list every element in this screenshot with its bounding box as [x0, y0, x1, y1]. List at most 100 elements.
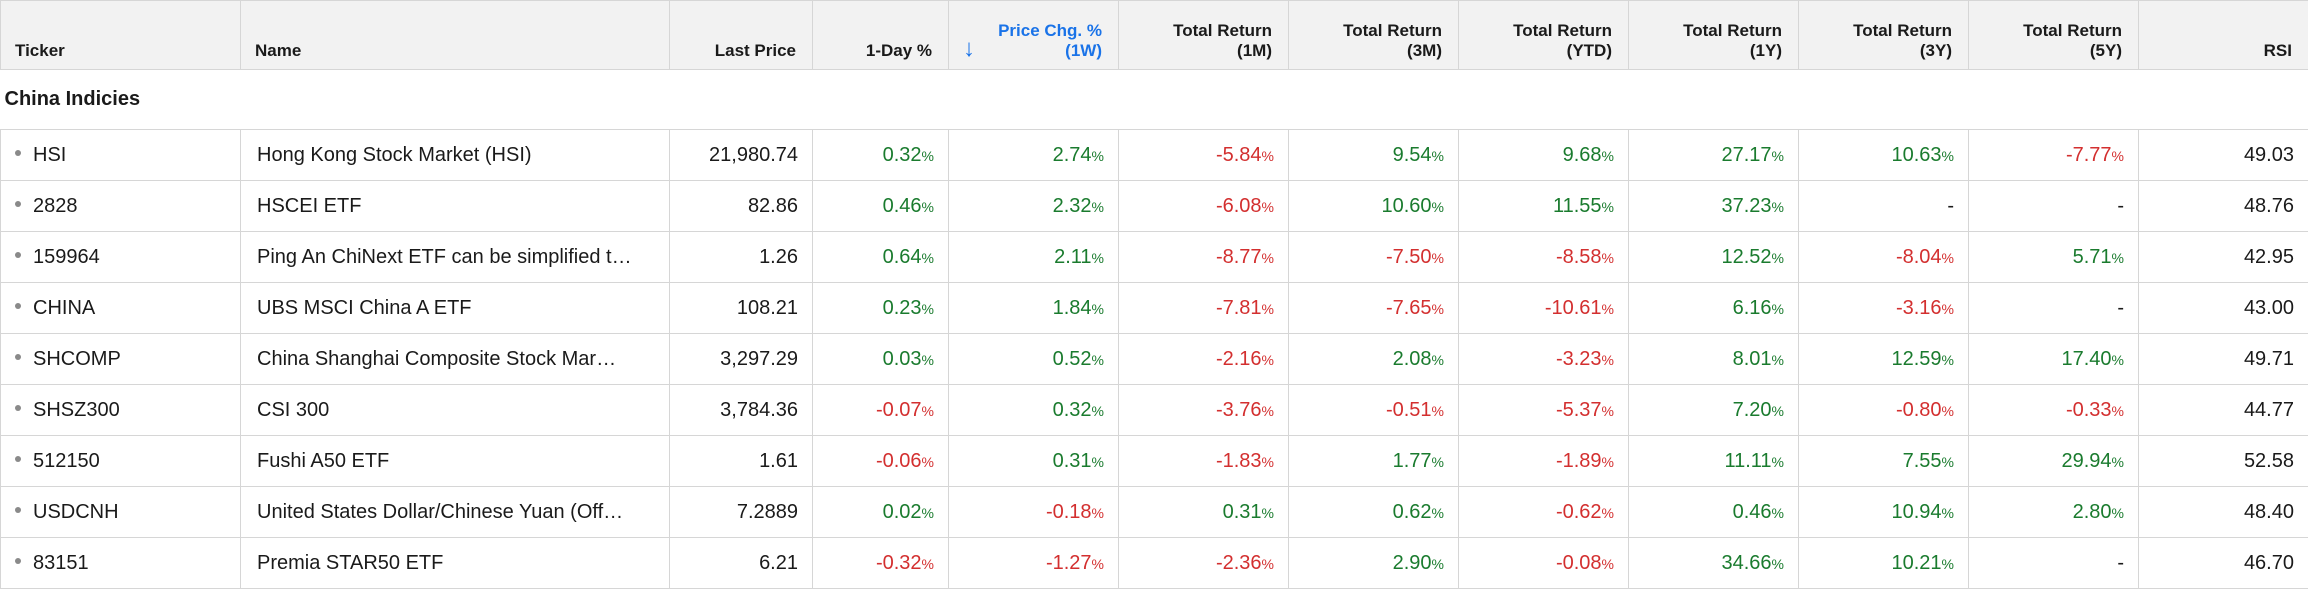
ticker-cell[interactable]: CHINA: [1, 283, 241, 334]
y5-cell: 5.71%: [1969, 232, 2139, 283]
ticker-cell[interactable]: 2828: [1, 181, 241, 232]
column-header-3y[interactable]: Total Return(3Y): [1799, 1, 1969, 70]
rsi-cell: 49.03: [2139, 130, 2308, 181]
column-header-1y[interactable]: Total Return(1Y): [1629, 1, 1799, 70]
name-cell[interactable]: Ping An ChiNext ETF can be simplified t…: [241, 232, 670, 283]
column-header-label: Total Return: [1983, 21, 2122, 41]
y1-cell: 0.46%: [1629, 487, 1799, 538]
column-header-last-price[interactable]: Last Price: [670, 1, 813, 70]
m1-cell: -3.76%: [1119, 385, 1289, 436]
name-cell[interactable]: Hong Kong Stock Market (HSI): [241, 130, 670, 181]
w1-cell: 2.32%: [949, 181, 1119, 232]
m3-cell: -7.50%: [1289, 232, 1459, 283]
column-header-name[interactable]: Name: [241, 1, 670, 70]
column-header-ticker[interactable]: Ticker: [1, 1, 241, 70]
bullet-icon: [15, 507, 21, 513]
rsi-cell: 52.58: [2139, 436, 2308, 487]
y1-cell: 27.17%: [1629, 130, 1799, 181]
ticker-symbol[interactable]: SHCOMP: [33, 348, 121, 370]
name-cell[interactable]: HSCEI ETF: [241, 181, 670, 232]
column-header-sublabel: (YTD): [1473, 41, 1612, 61]
column-header-label: Total Return: [1303, 21, 1442, 41]
y1-cell: 6.16%: [1629, 283, 1799, 334]
sort-descending-icon[interactable]: ↓: [963, 37, 975, 61]
ticker-symbol[interactable]: 512150: [33, 450, 100, 472]
column-header-label: 1-Day %: [827, 41, 932, 61]
y3-cell: -: [1799, 181, 1969, 232]
column-header-label: Last Price: [684, 41, 796, 61]
m3-cell: 1.77%: [1289, 436, 1459, 487]
column-header-3m[interactable]: Total Return(3M): [1289, 1, 1459, 70]
m1-cell: -2.16%: [1119, 334, 1289, 385]
column-header-sublabel: (1M): [1133, 41, 1272, 61]
column-header-ytd[interactable]: Total Return(YTD): [1459, 1, 1629, 70]
w1-cell: 1.84%: [949, 283, 1119, 334]
section-title: China Indicies: [1, 70, 2308, 130]
ytd-cell: -1.89%: [1459, 436, 1629, 487]
ticker-symbol[interactable]: 159964: [33, 246, 100, 268]
y3-cell: 12.59%: [1799, 334, 1969, 385]
column-header-1m[interactable]: Total Return(1M): [1119, 1, 1289, 70]
rsi-cell: 48.40: [2139, 487, 2308, 538]
m1-cell: -8.77%: [1119, 232, 1289, 283]
y3-cell: -0.80%: [1799, 385, 1969, 436]
last-price-cell: 82.86: [670, 181, 813, 232]
column-header-1-day[interactable]: 1-Day %: [813, 1, 949, 70]
column-header-rsi[interactable]: RSI: [2139, 1, 2308, 70]
day-cell: 0.02%: [813, 487, 949, 538]
name-cell[interactable]: CSI 300: [241, 385, 670, 436]
m3-cell: 2.90%: [1289, 538, 1459, 589]
ticker-cell[interactable]: 83151: [1, 538, 241, 589]
ticker-symbol[interactable]: HSI: [33, 144, 66, 166]
column-header-sublabel: (3M): [1303, 41, 1442, 61]
ticker-cell[interactable]: SHSZ300: [1, 385, 241, 436]
y5-cell: -0.33%: [1969, 385, 2139, 436]
m3-cell: -7.65%: [1289, 283, 1459, 334]
bullet-icon: [15, 303, 21, 309]
column-header-label: Price Chg. %: [998, 21, 1102, 41]
day-cell: 0.64%: [813, 232, 949, 283]
table-row[interactable]: USDCNH United States Dollar/Chinese Yuan …: [1, 487, 2308, 538]
ticker-cell[interactable]: 512150: [1, 436, 241, 487]
bullet-icon: [15, 456, 21, 462]
ticker-cell[interactable]: HSI: [1, 130, 241, 181]
w1-cell: 0.52%: [949, 334, 1119, 385]
column-header-1w[interactable]: ↓ Price Chg. %(1W): [949, 1, 1119, 70]
day-cell: 0.32%: [813, 130, 949, 181]
ticker-symbol[interactable]: USDCNH: [33, 501, 119, 523]
table-row[interactable]: 159964 Ping An ChiNext ETF can be simplif…: [1, 232, 2308, 283]
name-cell[interactable]: UBS MSCI China A ETF: [241, 283, 670, 334]
m1-cell: -5.84%: [1119, 130, 1289, 181]
ticker-cell[interactable]: USDCNH: [1, 487, 241, 538]
name-cell[interactable]: Premia STAR50 ETF: [241, 538, 670, 589]
ticker-symbol[interactable]: 83151: [33, 552, 89, 574]
ticker-cell[interactable]: 159964: [1, 232, 241, 283]
rsi-cell: 42.95: [2139, 232, 2308, 283]
day-cell: 0.03%: [813, 334, 949, 385]
column-header-5y[interactable]: Total Return(5Y): [1969, 1, 2139, 70]
table-row[interactable]: SHCOMP China Shanghai Composite Stock Mar…: [1, 334, 2308, 385]
ticker-symbol[interactable]: CHINA: [33, 297, 95, 319]
y3-cell: 7.55%: [1799, 436, 1969, 487]
day-cell: -0.06%: [813, 436, 949, 487]
day-cell: 0.46%: [813, 181, 949, 232]
rsi-cell: 43.00: [2139, 283, 2308, 334]
m1-cell: 0.31%: [1119, 487, 1289, 538]
m3-cell: 2.08%: [1289, 334, 1459, 385]
name-cell[interactable]: United States Dollar/Chinese Yuan (Off…: [241, 487, 670, 538]
column-header-sublabel: (1W): [998, 41, 1102, 61]
ticker-cell[interactable]: SHCOMP: [1, 334, 241, 385]
m1-cell: -7.81%: [1119, 283, 1289, 334]
bullet-icon: [15, 405, 21, 411]
m3-cell: 10.60%: [1289, 181, 1459, 232]
ticker-symbol[interactable]: 2828: [33, 195, 78, 217]
name-cell[interactable]: China Shanghai Composite Stock Mar…: [241, 334, 670, 385]
ticker-symbol[interactable]: SHSZ300: [33, 399, 120, 421]
name-cell[interactable]: Fushi A50 ETF: [241, 436, 670, 487]
